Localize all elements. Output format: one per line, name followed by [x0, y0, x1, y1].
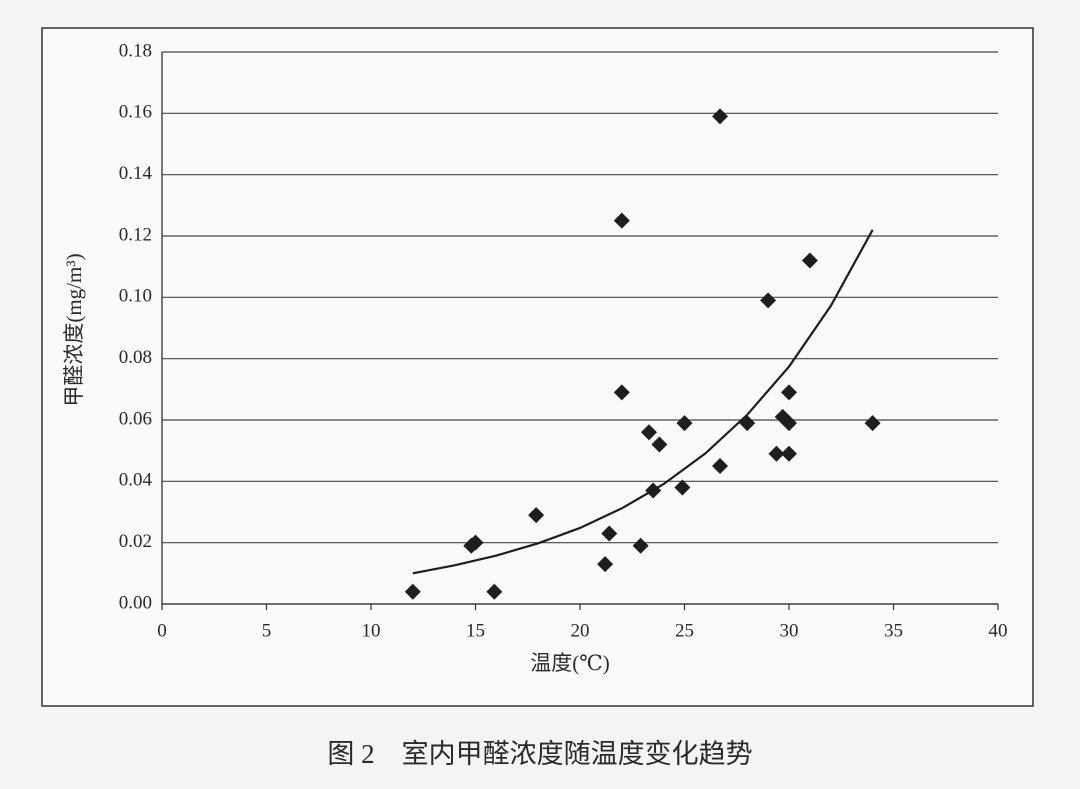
- chart-title: 图 2 室内甲醛浓度随温度变化趋势: [327, 739, 752, 769]
- y-tick-label: 0.02: [119, 531, 152, 552]
- y-tick-label: 0.12: [119, 224, 152, 245]
- data-point: [486, 583, 503, 600]
- y-tick-label: 0.06: [119, 408, 152, 429]
- data-point: [760, 292, 777, 309]
- data-point: [528, 507, 545, 524]
- x-tick-label: 25: [675, 620, 694, 641]
- y-tick-label: 0.16: [119, 102, 152, 123]
- chart-frame: [41, 27, 1034, 707]
- x-tick-label: 5: [262, 620, 272, 641]
- data-point: [676, 415, 693, 432]
- x-axis-label: 温度(℃): [530, 651, 609, 675]
- x-tick-label: 35: [884, 620, 903, 641]
- data-point: [467, 534, 484, 551]
- data-point: [597, 556, 614, 573]
- data-point: [640, 424, 657, 441]
- trend-line: [412, 229, 874, 575]
- data-point: [781, 415, 797, 432]
- data-point: [613, 212, 630, 229]
- x-tick-label: 40: [989, 620, 1008, 641]
- y-tick-label: 0.14: [119, 163, 153, 184]
- data-point: [674, 479, 691, 496]
- x-tick-label: 0: [157, 620, 167, 641]
- data-point: [404, 583, 421, 600]
- y-tick-label: 0.00: [119, 592, 152, 613]
- x-tick-label: 15: [466, 620, 485, 641]
- x-tick-label: 10: [362, 620, 381, 641]
- x-tick-label: 30: [780, 620, 799, 641]
- data-point: [613, 384, 630, 401]
- data-point: [712, 108, 729, 125]
- y-tick-label: 0.10: [119, 286, 152, 307]
- data-point: [781, 384, 797, 401]
- y-tick-label: 0.04: [119, 470, 153, 491]
- data-point: [651, 436, 668, 453]
- data-point: [712, 458, 729, 474]
- data-point: [781, 445, 797, 462]
- y-axis-label: 甲醛浓度(mg/m³): [62, 253, 86, 406]
- data-point: [801, 252, 818, 269]
- data-point: [601, 525, 618, 542]
- data-point: [632, 537, 649, 554]
- x-tick-label: 20: [571, 620, 590, 641]
- data-point: [864, 415, 881, 432]
- y-tick-label: 0.08: [119, 347, 152, 368]
- data-point: [768, 445, 785, 462]
- y-tick-label: 0.18: [119, 40, 152, 61]
